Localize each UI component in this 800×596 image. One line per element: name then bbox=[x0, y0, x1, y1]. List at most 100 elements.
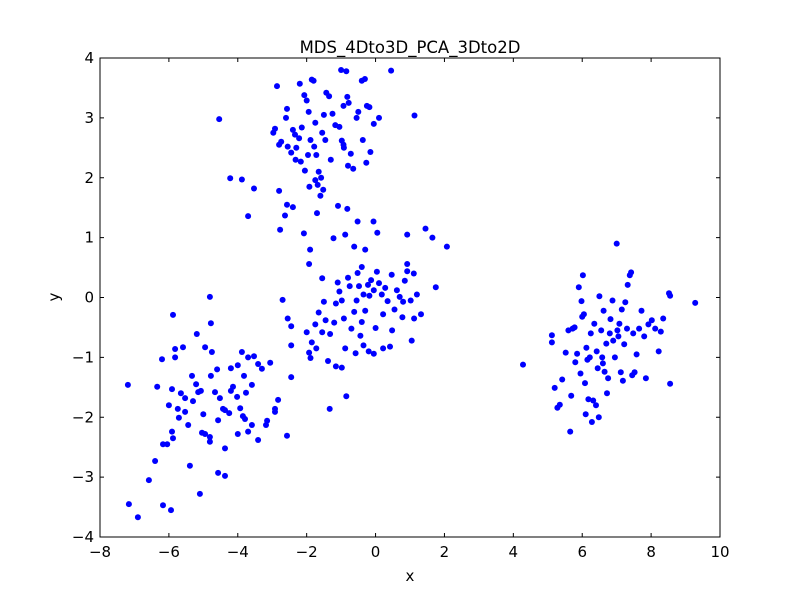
data-point bbox=[591, 320, 598, 327]
data-point bbox=[692, 299, 699, 306]
data-point bbox=[329, 110, 336, 117]
data-point bbox=[368, 277, 375, 284]
data-point bbox=[206, 293, 213, 300]
data-point bbox=[334, 279, 341, 286]
data-point bbox=[319, 275, 326, 282]
data-point bbox=[315, 309, 322, 316]
data-point bbox=[160, 502, 166, 509]
data-point bbox=[182, 408, 189, 415]
data-point bbox=[307, 246, 314, 253]
data-point bbox=[615, 333, 622, 340]
data-point bbox=[284, 315, 291, 322]
data-point bbox=[318, 174, 325, 181]
data-point bbox=[313, 345, 320, 352]
data-point bbox=[169, 428, 175, 435]
data-point bbox=[283, 114, 289, 121]
data-point bbox=[610, 337, 617, 344]
data-point bbox=[376, 114, 382, 121]
data-point bbox=[202, 431, 209, 437]
data-point bbox=[234, 362, 241, 369]
data-point bbox=[174, 405, 181, 412]
x-tick-label: −8 bbox=[89, 543, 111, 561]
data-point bbox=[320, 186, 327, 193]
data-point bbox=[354, 270, 361, 276]
data-point bbox=[206, 438, 213, 445]
data-point bbox=[267, 359, 274, 366]
data-point bbox=[297, 158, 304, 165]
data-point bbox=[404, 268, 411, 275]
data-point bbox=[193, 381, 200, 388]
data-point bbox=[370, 350, 377, 357]
data-point bbox=[400, 298, 407, 305]
data-point bbox=[216, 116, 223, 123]
data-point bbox=[222, 445, 228, 452]
data-point bbox=[443, 243, 450, 250]
data-point bbox=[245, 354, 252, 361]
data-point bbox=[574, 350, 581, 357]
data-point bbox=[169, 386, 175, 393]
data-point bbox=[195, 389, 202, 396]
data-point bbox=[326, 405, 333, 412]
data-point bbox=[186, 462, 193, 469]
data-point bbox=[296, 80, 303, 87]
data-point bbox=[322, 317, 329, 324]
data-point bbox=[667, 292, 674, 299]
data-point bbox=[159, 356, 165, 363]
data-point bbox=[593, 402, 599, 409]
data-point bbox=[272, 125, 278, 132]
data-point bbox=[642, 375, 649, 382]
data-point bbox=[222, 407, 228, 414]
y-tick-label: −2 bbox=[72, 408, 94, 426]
data-point bbox=[340, 102, 347, 109]
data-point bbox=[317, 192, 324, 199]
data-point bbox=[208, 349, 215, 355]
data-point bbox=[227, 387, 234, 394]
data-point bbox=[593, 348, 600, 355]
data-point bbox=[332, 363, 339, 370]
data-point bbox=[338, 297, 345, 304]
data-point bbox=[611, 354, 618, 361]
data-point bbox=[319, 129, 326, 136]
data-point bbox=[367, 149, 374, 155]
data-point bbox=[336, 288, 343, 295]
data-point bbox=[404, 261, 411, 267]
data-point bbox=[594, 365, 601, 372]
data-point bbox=[275, 396, 282, 403]
data-point bbox=[572, 359, 579, 366]
data-point bbox=[251, 185, 257, 192]
x-tick-label: 8 bbox=[646, 543, 656, 561]
data-point bbox=[288, 323, 295, 330]
data-point bbox=[667, 380, 674, 387]
x-tick-label: −6 bbox=[158, 543, 180, 561]
data-point bbox=[344, 93, 351, 100]
data-point bbox=[170, 435, 176, 442]
data-point bbox=[548, 339, 555, 346]
data-point bbox=[258, 365, 265, 372]
y-tick-label: 2 bbox=[84, 169, 94, 187]
data-point bbox=[312, 119, 319, 126]
data-point bbox=[621, 341, 628, 348]
data-point bbox=[202, 344, 209, 351]
data-point bbox=[360, 291, 367, 298]
data-point bbox=[582, 411, 589, 418]
data-point bbox=[284, 432, 290, 439]
data-point bbox=[306, 261, 313, 267]
data-point bbox=[227, 365, 234, 372]
data-point bbox=[645, 321, 652, 328]
data-point bbox=[652, 325, 659, 332]
data-point bbox=[579, 272, 586, 279]
data-point bbox=[422, 225, 429, 232]
data-point bbox=[207, 320, 214, 327]
data-point bbox=[345, 274, 351, 281]
data-point bbox=[234, 393, 241, 400]
data-point bbox=[380, 311, 387, 318]
x-axis-label: x bbox=[406, 567, 415, 585]
data-point bbox=[361, 76, 368, 82]
data-point bbox=[633, 351, 640, 358]
data-point bbox=[599, 354, 606, 361]
data-point bbox=[189, 372, 195, 379]
data-point bbox=[585, 396, 592, 403]
data-point bbox=[306, 183, 313, 190]
data-point bbox=[372, 325, 379, 331]
data-point bbox=[624, 281, 631, 288]
